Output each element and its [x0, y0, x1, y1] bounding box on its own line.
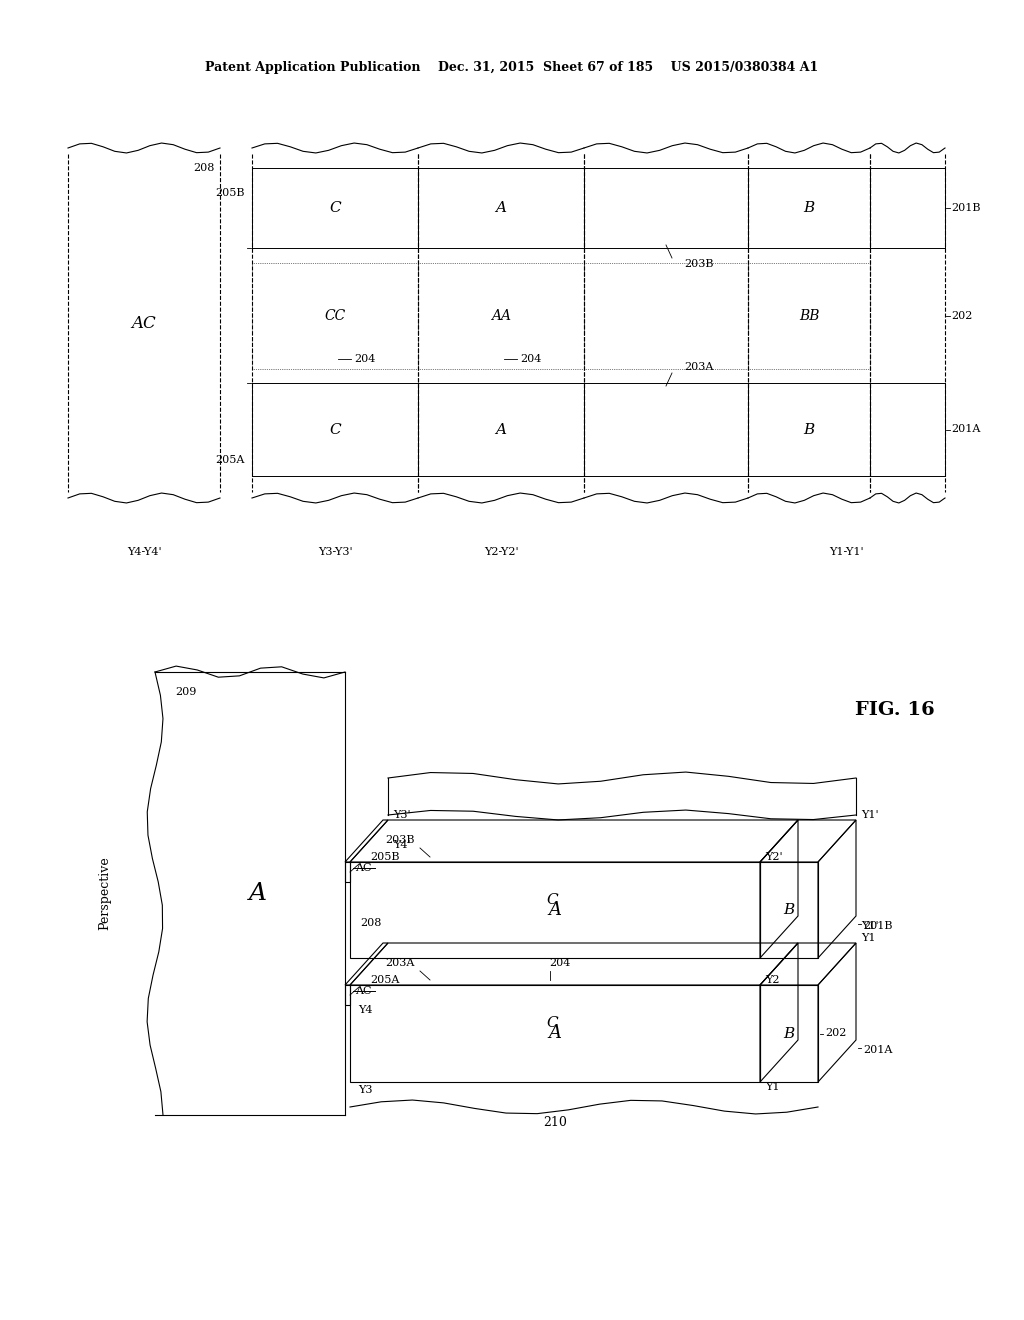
Text: Y4': Y4': [393, 840, 411, 850]
Text: AC: AC: [354, 986, 372, 997]
Text: B: B: [804, 422, 815, 437]
Text: CC: CC: [325, 309, 346, 323]
Text: 203A: 203A: [684, 362, 714, 372]
Text: AC: AC: [132, 314, 157, 331]
Text: Y1: Y1: [861, 933, 876, 942]
Text: 201B: 201B: [863, 921, 893, 931]
Text: 209: 209: [175, 686, 197, 697]
Text: Y4: Y4: [358, 1005, 373, 1015]
Text: 201B: 201B: [951, 203, 981, 213]
Text: Perspective: Perspective: [98, 857, 112, 931]
Text: 205A: 205A: [216, 455, 245, 465]
Text: 205B: 205B: [370, 851, 399, 862]
Text: A: A: [249, 882, 267, 906]
Text: 202: 202: [951, 312, 973, 321]
Text: A: A: [496, 201, 507, 215]
Text: 205B: 205B: [215, 187, 245, 198]
Text: Y3-Y3': Y3-Y3': [317, 546, 352, 557]
Text: Y3': Y3': [393, 810, 411, 820]
Text: Y1': Y1': [861, 810, 879, 820]
Text: 208: 208: [360, 919, 381, 928]
Text: Y2': Y2': [765, 851, 782, 862]
Text: 204: 204: [354, 354, 376, 364]
Text: 201A: 201A: [863, 1045, 892, 1055]
Text: C: C: [547, 1016, 558, 1030]
Text: Y2: Y2: [765, 975, 779, 985]
Text: 205A: 205A: [370, 975, 399, 985]
Text: BB: BB: [799, 309, 819, 323]
Text: Y1-Y1': Y1-Y1': [829, 546, 864, 557]
Text: AA: AA: [490, 309, 511, 323]
Text: FIG. 16: FIG. 16: [855, 701, 935, 719]
Text: B: B: [783, 1027, 795, 1040]
Text: 204: 204: [520, 354, 542, 364]
Text: 201A: 201A: [951, 425, 980, 434]
Text: Patent Application Publication    Dec. 31, 2015  Sheet 67 of 185    US 2015/0380: Patent Application Publication Dec. 31, …: [206, 62, 818, 74]
Text: 203B: 203B: [385, 836, 415, 845]
Text: Y1': Y1': [861, 921, 879, 931]
Text: Y4-Y4': Y4-Y4': [127, 546, 162, 557]
Text: Y3: Y3: [358, 1085, 373, 1096]
Text: C: C: [547, 894, 558, 907]
Text: AC: AC: [354, 863, 372, 873]
Text: 204: 204: [549, 958, 570, 968]
Text: 203A: 203A: [385, 958, 415, 968]
Text: A: A: [549, 1024, 561, 1043]
Text: Y1: Y1: [765, 1082, 779, 1092]
Text: B: B: [804, 201, 815, 215]
Text: C: C: [329, 201, 341, 215]
Text: 210: 210: [543, 1115, 567, 1129]
Text: A: A: [496, 422, 507, 437]
Text: C: C: [329, 422, 341, 437]
Text: Y2-Y2': Y2-Y2': [483, 546, 518, 557]
Text: 203B: 203B: [684, 259, 714, 269]
Text: 208: 208: [194, 162, 215, 173]
Text: 202: 202: [825, 1028, 847, 1039]
Text: B: B: [783, 903, 795, 917]
Text: A: A: [549, 902, 561, 919]
